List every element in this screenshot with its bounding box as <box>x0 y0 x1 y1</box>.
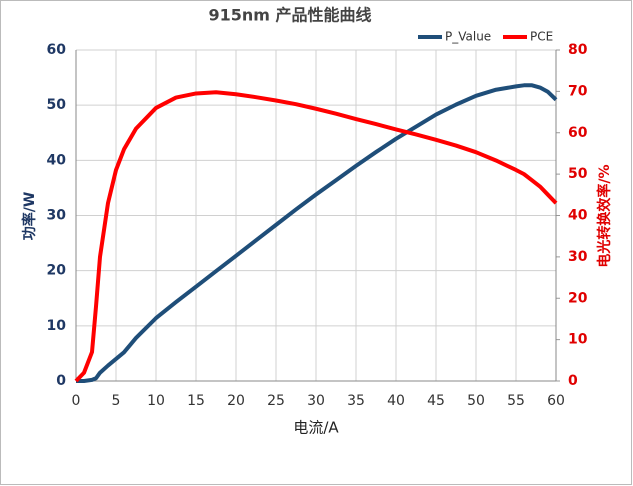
y-tick-label: 0 <box>56 373 66 389</box>
y2-axis-label: 电光转换效率/% <box>596 164 613 267</box>
y2-tick-label: 60 <box>568 125 588 141</box>
series-line <box>76 83 558 383</box>
y2-tick-label: 80 <box>568 42 588 58</box>
x-tick-label: 35 <box>347 393 365 409</box>
y2-tick-label: 50 <box>568 166 588 182</box>
x-tick-label: 0 <box>72 393 81 409</box>
y2-tick-label: 40 <box>568 208 588 224</box>
y-tick-label: 20 <box>47 263 67 279</box>
x-tick-label: 45 <box>427 393 445 409</box>
x-tick-label: 5 <box>112 393 121 409</box>
y2-tick-label: 20 <box>568 290 588 306</box>
y-tick-label: 30 <box>47 208 67 224</box>
y2-tick-label: 0 <box>568 373 578 389</box>
series-line <box>74 90 558 383</box>
x-tick-label: 50 <box>467 393 485 409</box>
y-tick-label: 50 <box>47 97 67 113</box>
x-tick-label: 25 <box>267 393 285 409</box>
x-tick-label: 20 <box>227 393 245 409</box>
y-axis-label: 功率/W <box>21 192 38 241</box>
y-tick-label: 40 <box>47 152 67 168</box>
x-tick-label: 40 <box>387 393 405 409</box>
x-axis-label: 电流/A <box>293 419 339 437</box>
x-tick-label: 15 <box>187 393 205 409</box>
y2-tick-label: 30 <box>568 249 588 265</box>
x-tick-label: 30 <box>307 393 325 409</box>
x-tick-label: 10 <box>147 393 165 409</box>
legend-label: P_Value <box>445 30 491 44</box>
chart-title: 915nm 产品性能曲线 <box>208 6 371 25</box>
y2-tick-label: 70 <box>568 83 588 99</box>
y2-tick-label: 10 <box>568 332 588 348</box>
y-tick-label: 10 <box>47 318 67 334</box>
x-tick-label: 55 <box>507 393 525 409</box>
x-tick-label: 60 <box>547 393 565 409</box>
legend-label: PCE <box>530 30 553 44</box>
y-tick-label: 60 <box>47 42 67 58</box>
